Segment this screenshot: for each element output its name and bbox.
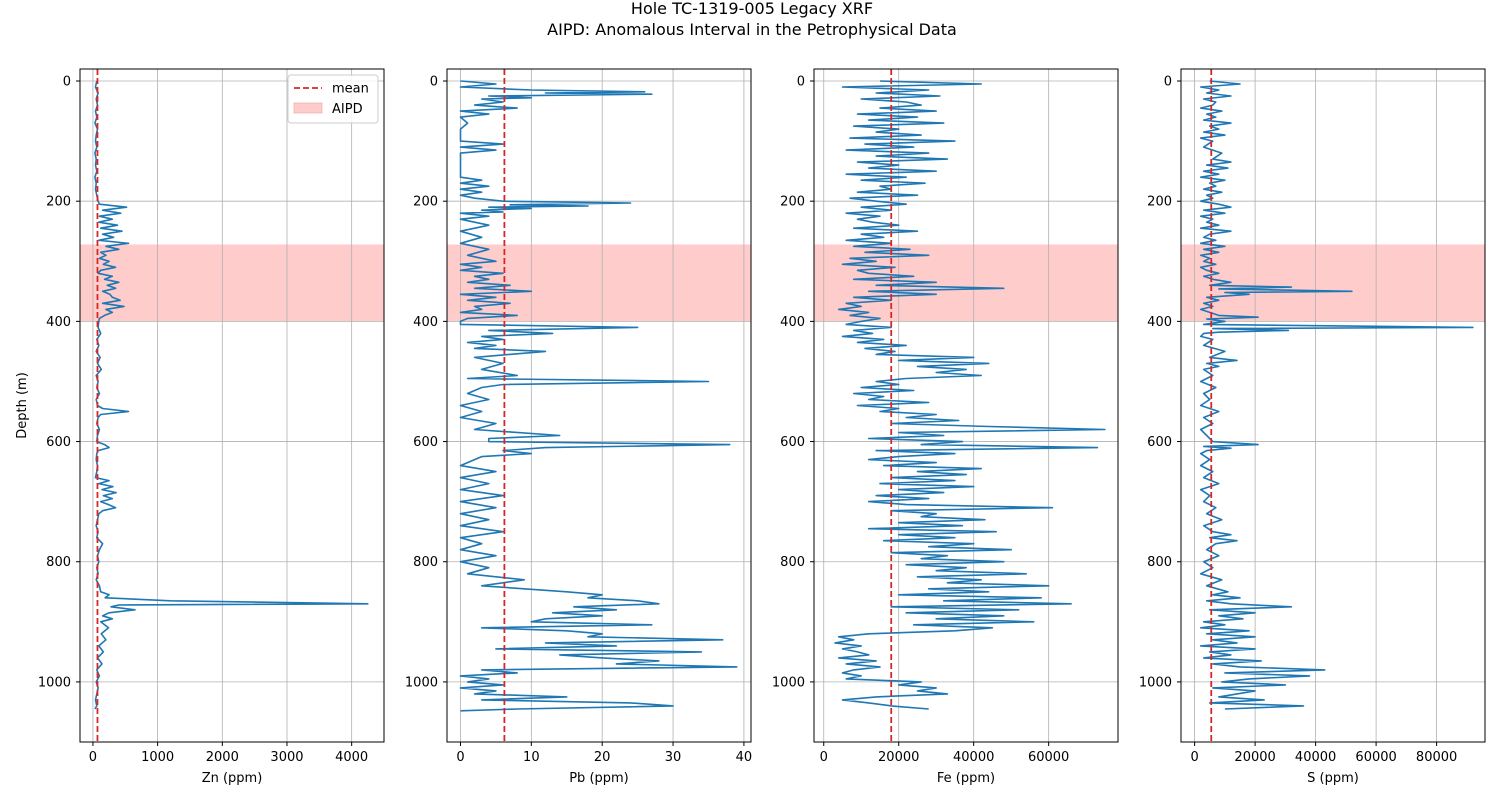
y-tick-label: 1000	[405, 675, 438, 690]
x-axis-label: Fe (ppm)	[937, 771, 995, 786]
y-tick-label: 400	[780, 315, 805, 330]
figure-title-line2: AIPD: Anomalous Interval in the Petrophy…	[547, 20, 957, 39]
x-tick-label: 80000	[1416, 750, 1457, 765]
axes-frame	[79, 68, 385, 743]
x-tick-label: 30	[665, 750, 682, 765]
x-axis-label: S (ppm)	[1307, 771, 1359, 786]
legend-entry-aipd: AIPD	[332, 102, 363, 117]
x-tick-label: 40000	[1295, 750, 1336, 765]
y-tick-label: 0	[1164, 75, 1172, 90]
aipd-band	[1181, 244, 1485, 322]
x-tick-label: 40000	[953, 750, 994, 765]
x-tick-label: 10	[523, 750, 540, 765]
y-tick-label: 1000	[38, 675, 71, 690]
aipd-band	[447, 244, 751, 322]
x-tick-label: 20000	[878, 750, 919, 765]
x-tick-label: 60000	[1028, 750, 1069, 765]
x-tick-label: 3000	[270, 750, 303, 765]
y-tick-label: 800	[46, 555, 71, 570]
y-tick-label: 400	[413, 315, 438, 330]
x-tick-label: 0	[456, 750, 464, 765]
y-tick-label: 0	[63, 75, 71, 90]
aipd-band	[80, 244, 384, 322]
panel-4: 0 20000 40000 60000 80000 0 200 400 600 800 1000 S …	[1139, 68, 1486, 786]
x-tick-label: 0	[89, 750, 97, 765]
y-tick-label: 1000	[772, 675, 805, 690]
x-tick-label: 20	[594, 750, 611, 765]
y-tick-label: 600	[780, 435, 805, 450]
x-tick-label: 60000	[1355, 750, 1396, 765]
y-tick-label: 0	[797, 75, 805, 90]
panel-1: 0 1000 2000 3000 4000 0 200 400 600 800 1000 Zn (pp…	[15, 68, 385, 786]
y-tick-label: 0	[430, 75, 438, 90]
legend: mean AIPD	[287, 74, 379, 124]
series-line	[459, 80, 738, 712]
x-tick-label: 1000	[141, 750, 174, 765]
axes-frame	[446, 68, 752, 743]
x-tick-label: 2000	[206, 750, 239, 765]
y-tick-label: 200	[780, 195, 805, 210]
aipd-band	[814, 244, 1118, 322]
series-line	[834, 80, 1106, 710]
y-tick-label: 200	[46, 195, 71, 210]
y-tick-label: 800	[1147, 555, 1172, 570]
y-axis-label: Depth (m)	[15, 372, 30, 439]
legend-swatch-aipd	[293, 102, 323, 114]
legend-entry-mean: mean	[332, 82, 369, 97]
x-tick-label: 0	[820, 750, 828, 765]
x-tick-label: 40	[736, 750, 753, 765]
y-tick-label: 400	[46, 315, 71, 330]
y-tick-label: 1000	[1139, 675, 1172, 690]
figure-title-line1: Hole TC-1319-005 Legacy XRF	[631, 0, 873, 18]
x-axis-label: Pb (ppm)	[569, 771, 629, 786]
y-tick-label: 600	[1147, 435, 1172, 450]
x-axis-label: Zn (ppm)	[202, 771, 263, 786]
series-line	[1199, 80, 1474, 710]
y-tick-label: 200	[1147, 195, 1172, 210]
y-tick-label: 200	[413, 195, 438, 210]
axes-frame	[813, 68, 1119, 743]
x-tick-label: 20000	[1234, 750, 1275, 765]
y-tick-label: 600	[413, 435, 438, 450]
axes-frame	[1180, 68, 1486, 743]
panel-3: 0 20000 40000 60000 0 200 400 600 800 1000 Fe (ppm…	[772, 68, 1119, 786]
y-tick-label: 800	[780, 555, 805, 570]
x-tick-label: 0	[1190, 750, 1198, 765]
y-tick-label: 600	[46, 435, 71, 450]
y-tick-label: 400	[1147, 315, 1172, 330]
x-tick-label: 4000	[335, 750, 368, 765]
y-tick-label: 800	[413, 555, 438, 570]
